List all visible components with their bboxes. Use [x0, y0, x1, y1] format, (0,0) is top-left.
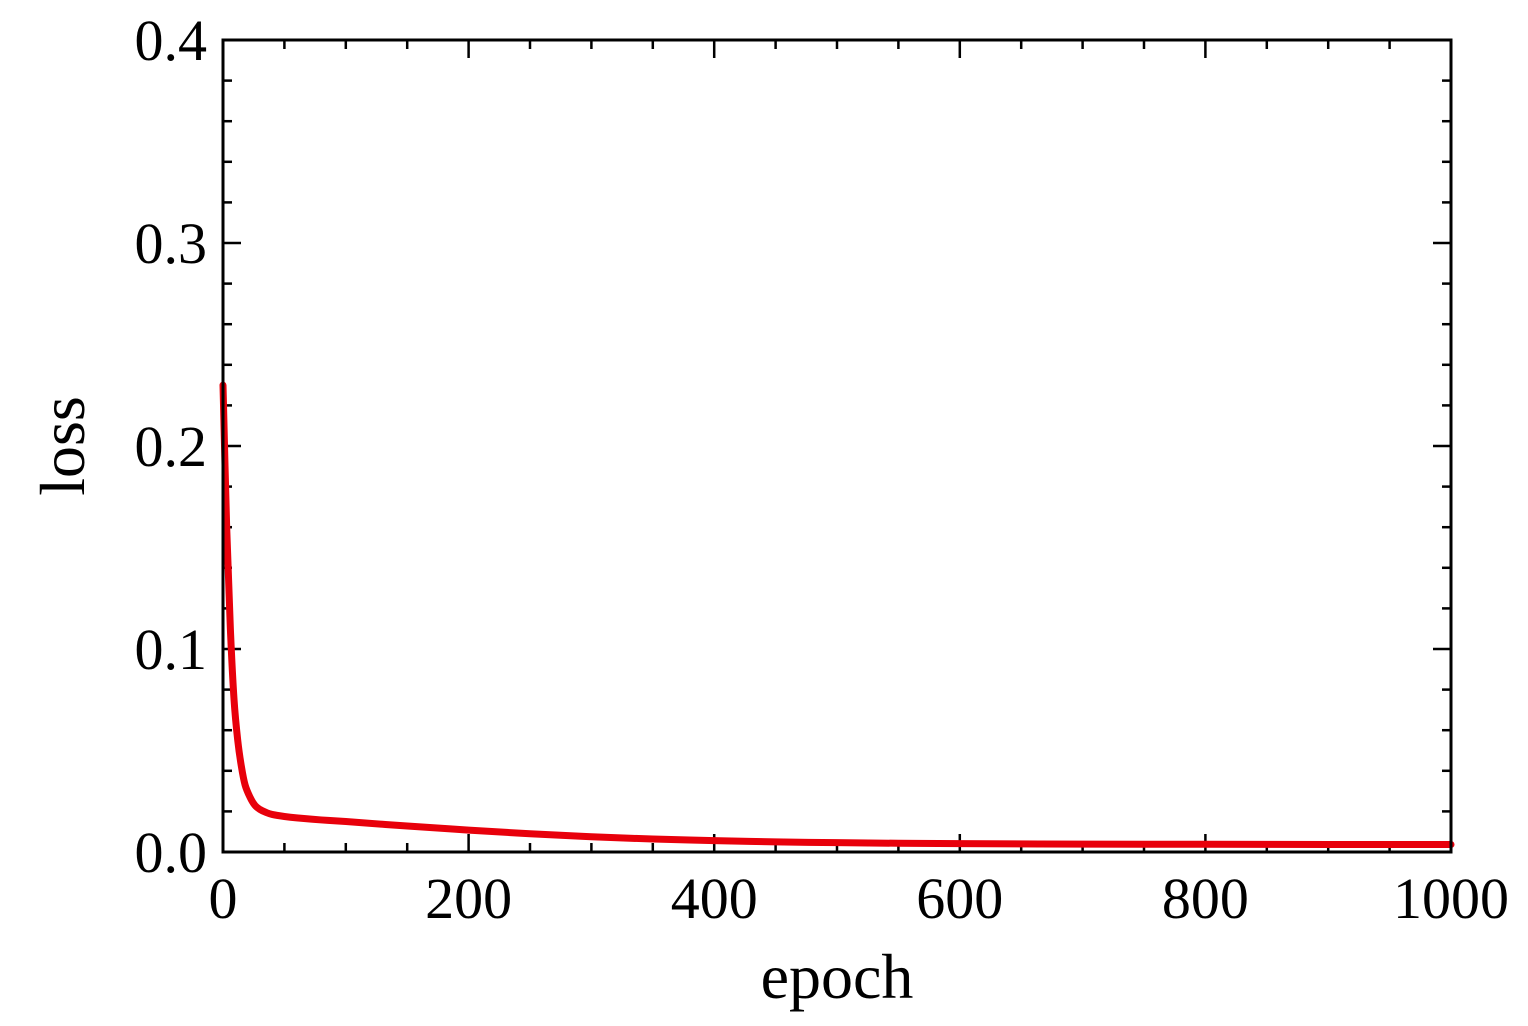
x-tick-label: 200 [425, 866, 512, 931]
y-tick-label: 0.0 [135, 820, 208, 885]
x-tick-label: 1000 [1393, 866, 1509, 931]
x-axis-label: epoch [761, 941, 914, 1012]
y-tick-label: 0.1 [135, 617, 208, 682]
x-tick-label: 0 [209, 866, 238, 931]
y-tick-labels: 0.0 0.1 0.2 0.3 0.4 [135, 8, 208, 885]
y-axis-label: loss [27, 396, 98, 496]
y-tick-label: 0.4 [135, 8, 208, 73]
x-tick-labels: 0 200 400 600 800 1000 [209, 866, 1510, 931]
loss-series-line [219, 381, 1455, 849]
x-tick-label: 800 [1162, 866, 1249, 931]
y-tick-label: 0.3 [135, 211, 208, 276]
y-tick-label: 0.2 [135, 414, 208, 479]
series-layer [219, 381, 1455, 849]
x-tick-label: 400 [671, 866, 758, 931]
x-tick-label: 600 [916, 866, 1003, 931]
plot-frame [221, 38, 1453, 854]
